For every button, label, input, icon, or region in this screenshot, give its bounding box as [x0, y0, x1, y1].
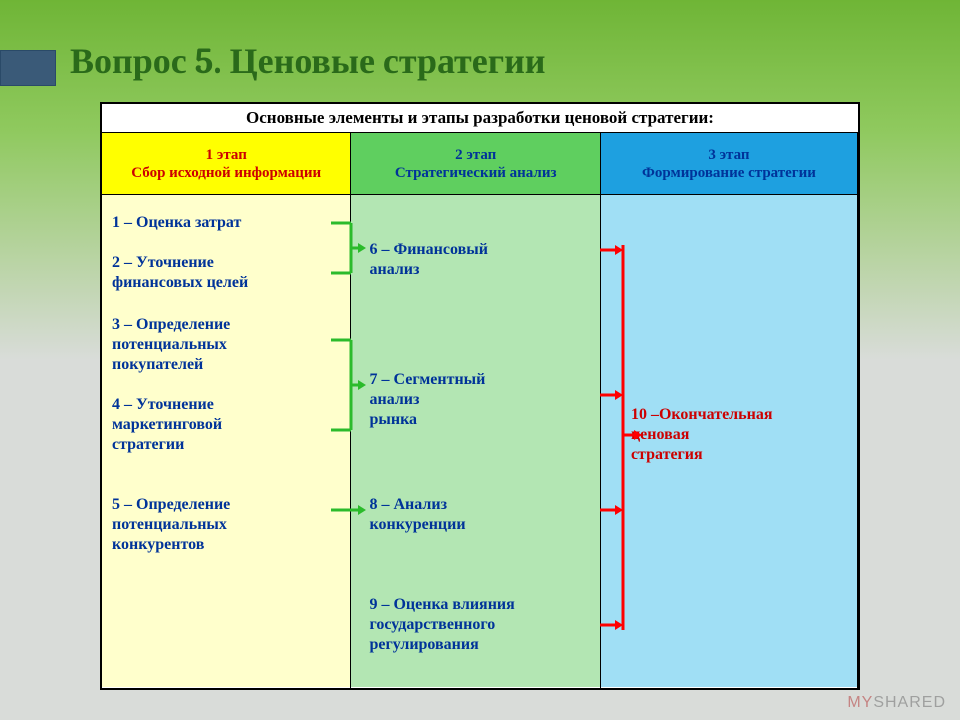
column-body-3: 10 –Окончательная ценовая стратегия [601, 195, 857, 687]
stage1-item-5: 5 – Определение потенциальных конкуренто… [112, 495, 230, 555]
column-header-line1: 2 этап [357, 146, 593, 164]
column-header-3: 3 этапФормирование стратегии [601, 133, 857, 195]
title-bar: Вопрос 5. Ценовые стратегии [0, 0, 960, 92]
column-header-2: 2 этапСтратегический анализ [351, 133, 599, 195]
column-body-1: 1 – Оценка затрат 2 – Уточнение финансовы… [102, 195, 350, 687]
stage1-item-3: 3 – Определение потенциальных покупателе… [112, 315, 230, 375]
column-1: 1 этапСбор исходной информации1 – Оценка… [102, 133, 351, 688]
column-header-line2: Сбор исходной информации [108, 164, 344, 182]
stage1-item-4: 4 – Уточнение маркетинговой стратегии [112, 395, 222, 455]
column-3: 3 этапФормирование стратегии 10 –Окончате… [601, 133, 858, 688]
stage3-item-1: 10 –Окончательная ценовая стратегия [631, 405, 773, 465]
slide-title: Вопрос 5. Ценовые стратегии [70, 40, 960, 82]
title-accent-box [0, 50, 56, 86]
columns-container: 1 этапСбор исходной информации1 – Оценка… [102, 133, 858, 688]
column-header-line1: 3 этап [607, 146, 851, 164]
watermark-my: MY [847, 694, 873, 711]
stage2-item-3: 8 – Анализ конкуренции [369, 495, 465, 535]
column-header-line2: Стратегический анализ [357, 164, 593, 182]
stage2-item-1: 6 – Финансовый анализ [369, 240, 487, 280]
stage1-item-1: 1 – Оценка затрат [112, 213, 241, 233]
column-2: 2 этапСтратегический анализ6 – Финансовы… [351, 133, 600, 688]
stage2-item-4: 9 – Оценка влияния государственного регу… [369, 595, 514, 655]
watermark: MYSHARED [847, 694, 946, 712]
watermark-rest: SHARED [873, 694, 946, 711]
column-header-1: 1 этапСбор исходной информации [102, 133, 350, 195]
diagram-title: Основные элементы и этапы разработки цен… [102, 104, 858, 133]
column-header-line2: Формирование стратегии [607, 164, 851, 182]
column-header-line1: 1 этап [108, 146, 344, 164]
diagram: Основные элементы и этапы разработки цен… [100, 102, 860, 690]
stage1-item-2: 2 – Уточнение финансовых целей [112, 253, 248, 293]
column-body-2: 6 – Финансовый анализ 7 – Сегментный анал… [351, 195, 599, 687]
stage2-item-2: 7 – Сегментный анализ рынка [369, 370, 485, 430]
